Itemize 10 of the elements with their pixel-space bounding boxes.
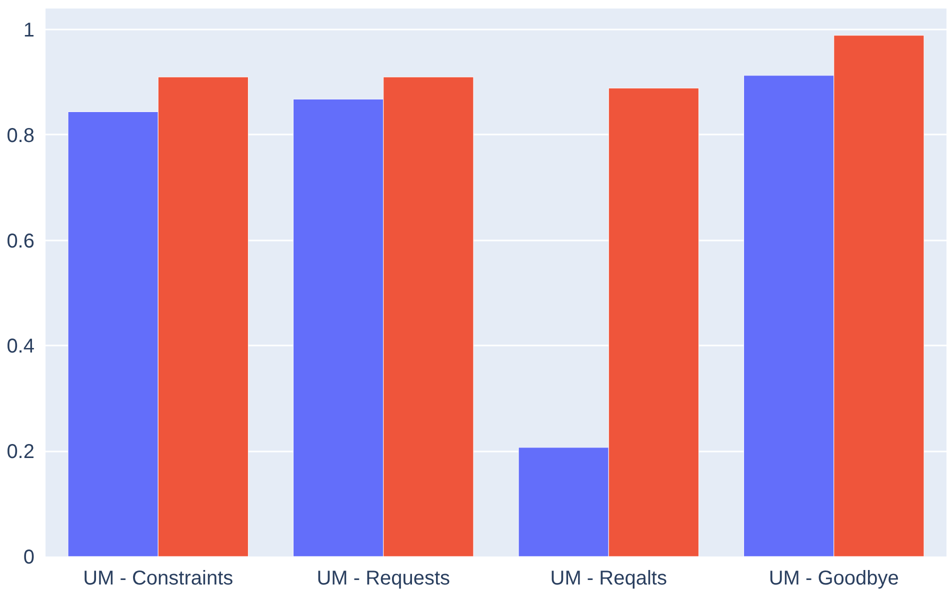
x-tick-label: UM - Goodbye	[768, 568, 899, 590]
x-tick-label: UM - Requests	[316, 568, 450, 590]
x-tick-label: UM - Constraints	[83, 568, 234, 590]
y-tick-label: 1	[23, 20, 34, 42]
y-tick-label: 0	[23, 546, 34, 568]
y-tick-label: 0.2	[6, 441, 35, 464]
x-tick-label: UM - Reqalts	[550, 568, 667, 590]
y-tick-label: 0.4	[6, 336, 35, 358]
y-tick-label: 0.6	[6, 230, 35, 252]
y-tick-label: 0.8	[6, 124, 35, 147]
